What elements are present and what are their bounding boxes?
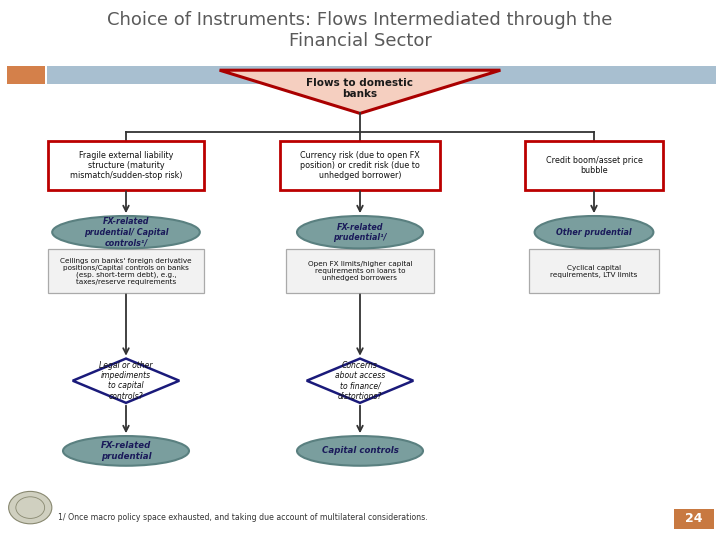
Text: Concerns
about access
to finance/
distortions?: Concerns about access to finance/ distor…: [335, 361, 385, 401]
Text: FX-related
prudential/ Capital
controls¹/: FX-related prudential/ Capital controls¹…: [84, 217, 168, 247]
Text: FX-related
prudential: FX-related prudential: [101, 441, 151, 461]
Text: Other prudential: Other prudential: [556, 228, 632, 237]
Text: Currency risk (due to open FX
position) or credit risk (due to
unhedged borrower: Currency risk (due to open FX position) …: [300, 151, 420, 180]
FancyBboxPatch shape: [286, 249, 434, 293]
Polygon shape: [220, 70, 500, 113]
Ellipse shape: [534, 216, 654, 248]
Bar: [47, 66, 716, 84]
Ellipse shape: [52, 216, 199, 248]
Text: Financial Sector: Financial Sector: [289, 32, 431, 50]
Text: FX-related
prudential¹/: FX-related prudential¹/: [333, 222, 387, 242]
Polygon shape: [307, 359, 413, 403]
Text: 24: 24: [685, 512, 703, 525]
FancyBboxPatch shape: [674, 509, 714, 529]
Polygon shape: [73, 359, 179, 403]
Ellipse shape: [297, 436, 423, 465]
Text: Credit boom/asset price
bubble: Credit boom/asset price bubble: [546, 156, 642, 175]
Circle shape: [9, 491, 52, 524]
Ellipse shape: [297, 216, 423, 248]
Text: Flows to domestic
banks: Flows to domestic banks: [307, 78, 413, 99]
Text: Cyclical capital
requirements, LTV limits: Cyclical capital requirements, LTV limit…: [550, 265, 638, 278]
Text: 1/ Once macro policy space exhausted, and taking due account of multilateral con: 1/ Once macro policy space exhausted, an…: [58, 513, 428, 522]
Text: Legal or other
impediments
to capital
controls?: Legal or other impediments to capital co…: [99, 361, 153, 401]
Text: Open FX limits/higher capital
requirements on loans to
unhedged borrowers: Open FX limits/higher capital requiremen…: [307, 261, 413, 281]
FancyBboxPatch shape: [48, 249, 204, 293]
FancyBboxPatch shape: [528, 249, 660, 293]
Text: Capital controls: Capital controls: [322, 447, 398, 455]
FancyBboxPatch shape: [281, 141, 440, 190]
Ellipse shape: [63, 436, 189, 465]
Text: Ceilings on banks' foreign derivative
positions/Capital controls on banks
(esp. : Ceilings on banks' foreign derivative po…: [60, 258, 192, 285]
FancyBboxPatch shape: [48, 141, 204, 190]
Text: Choice of Instruments: Flows Intermediated through the: Choice of Instruments: Flows Intermediat…: [107, 11, 613, 29]
Bar: [7, 66, 45, 84]
Text: Fragile external liability
structure (maturity
mismatch/sudden-stop risk): Fragile external liability structure (ma…: [70, 151, 182, 180]
FancyBboxPatch shape: [525, 141, 662, 190]
